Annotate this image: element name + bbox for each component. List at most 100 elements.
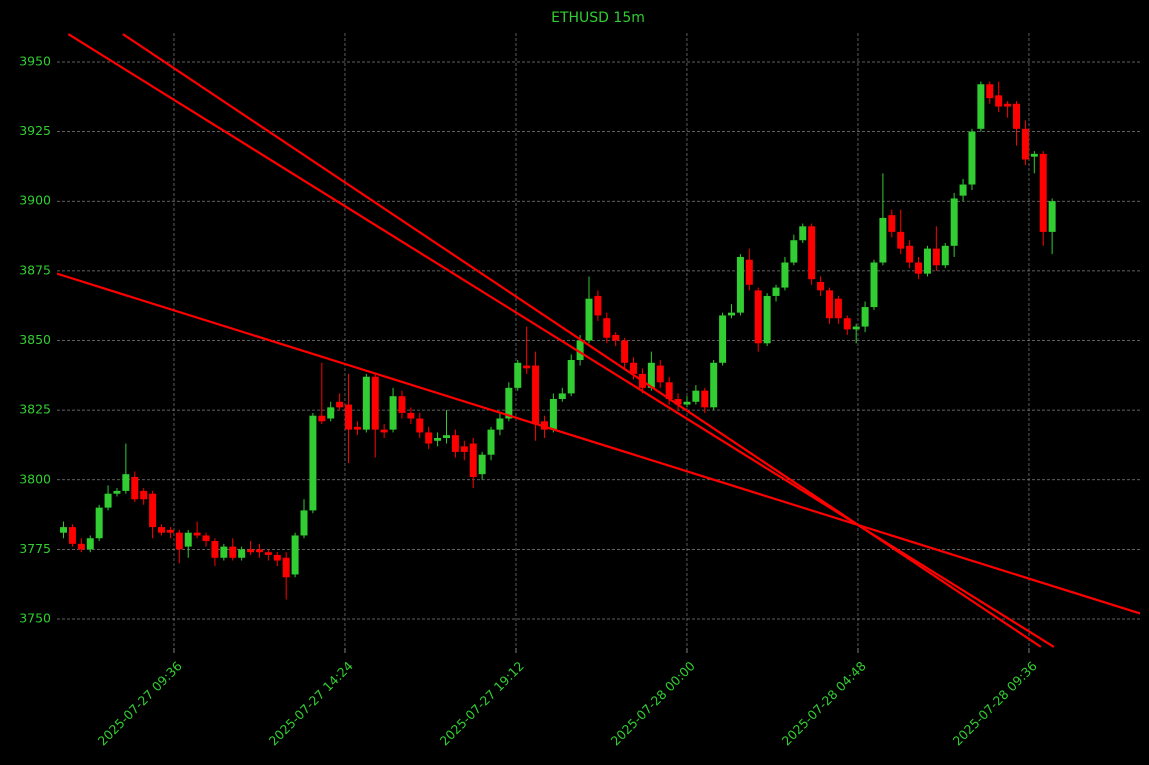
candle-body (594, 295, 602, 316)
candle-body (923, 248, 931, 274)
candle-body (193, 532, 201, 536)
candle-body (149, 493, 157, 528)
candle-body (60, 527, 68, 533)
x-tick-label: 2025-07-28 04:48 (779, 658, 869, 748)
candle-body (879, 217, 887, 263)
candle-body (674, 398, 682, 405)
candle-body (897, 231, 905, 249)
candle-body (950, 198, 958, 246)
candle-body (327, 407, 335, 419)
candle-body (389, 396, 397, 430)
candle-body (1013, 103, 1020, 129)
candle-body (825, 290, 833, 319)
candle-body (300, 510, 308, 536)
candle-body (1030, 153, 1038, 157)
candle-body (567, 359, 575, 394)
axis-labels: 3750 3775 3800 3825 3850 3875 3900 3925 3950 2025… (19, 53, 1040, 748)
candle-body (318, 415, 326, 422)
candle-body (834, 298, 842, 319)
candle-body (932, 248, 940, 266)
candle-body (282, 557, 290, 578)
candle-body (532, 365, 540, 425)
candle-body (434, 437, 442, 441)
candle-body (763, 295, 771, 344)
candle-body (264, 552, 272, 555)
candle-body (1004, 103, 1012, 107)
candle-body (665, 382, 673, 399)
candle-body (220, 546, 228, 558)
candle-body (140, 490, 148, 500)
candle-body (523, 365, 531, 369)
candle-body (175, 532, 183, 550)
candle-body (238, 549, 246, 558)
candle-body (995, 95, 1003, 107)
candle-body (514, 362, 522, 388)
candle-body (728, 312, 735, 316)
candle-body (1039, 153, 1047, 232)
candle-body (941, 245, 949, 266)
candle-body (113, 490, 121, 494)
candle-body (692, 390, 700, 402)
candle-body (211, 541, 219, 558)
candle-body (158, 527, 165, 533)
x-tick-label: 2025-07-28 00:00 (608, 658, 698, 748)
candle-body (77, 543, 85, 550)
trend-line (122, 33, 1042, 648)
x-tick-label: 2025-07-27 09:36 (95, 658, 185, 748)
grid-layer (57, 33, 1140, 653)
candle-body (131, 476, 139, 500)
candle-body (247, 549, 255, 553)
candle-body (808, 226, 816, 280)
candle-body (166, 529, 174, 533)
candle-body (612, 334, 620, 341)
candle-body (683, 401, 691, 405)
candle-body (353, 426, 361, 430)
candle-body (861, 307, 869, 327)
candle-body (576, 340, 584, 360)
candle-body (843, 318, 851, 330)
candle-body (291, 535, 299, 575)
x-tick-label: 2025-07-27 19:12 (437, 658, 527, 748)
y-tick-label: 3950 (19, 53, 51, 68)
candle-body (122, 474, 130, 491)
candle-body (255, 549, 263, 553)
candle-body (95, 507, 103, 539)
candle-body (790, 240, 798, 263)
y-tick-label: 3875 (19, 262, 51, 277)
candle-body (558, 393, 566, 399)
candle-body (772, 287, 780, 296)
candle-body (1021, 128, 1029, 160)
y-tick-label: 3925 (19, 123, 51, 138)
candle-body (719, 315, 727, 363)
candle-body (817, 282, 825, 291)
y-tick-label: 3900 (19, 193, 51, 208)
candle-body (701, 390, 709, 408)
candle-body (496, 418, 504, 430)
candle-body (478, 454, 486, 475)
candle-body (469, 443, 477, 477)
candle-body (888, 215, 896, 232)
candle-body (656, 365, 664, 383)
candle-body (799, 226, 807, 241)
candle-body (416, 418, 424, 433)
chart-title: ETHUSD 15m (551, 10, 645, 26)
candle-body (104, 493, 112, 508)
candle-body (505, 387, 513, 419)
candle-body (870, 262, 878, 308)
candle-body (754, 290, 762, 344)
candle-body (86, 538, 94, 550)
candle-body (362, 376, 370, 430)
candle-body (425, 432, 433, 444)
candle-body (647, 362, 655, 388)
candle-body (710, 362, 718, 408)
candle-body (336, 401, 344, 408)
candle-body (345, 404, 353, 430)
candle-body (549, 398, 557, 430)
candle-body (781, 262, 789, 288)
candle-body (487, 429, 495, 455)
candle-body (977, 84, 985, 129)
candle-body (585, 298, 593, 341)
candle-body (915, 262, 923, 274)
candle-body (443, 435, 450, 438)
